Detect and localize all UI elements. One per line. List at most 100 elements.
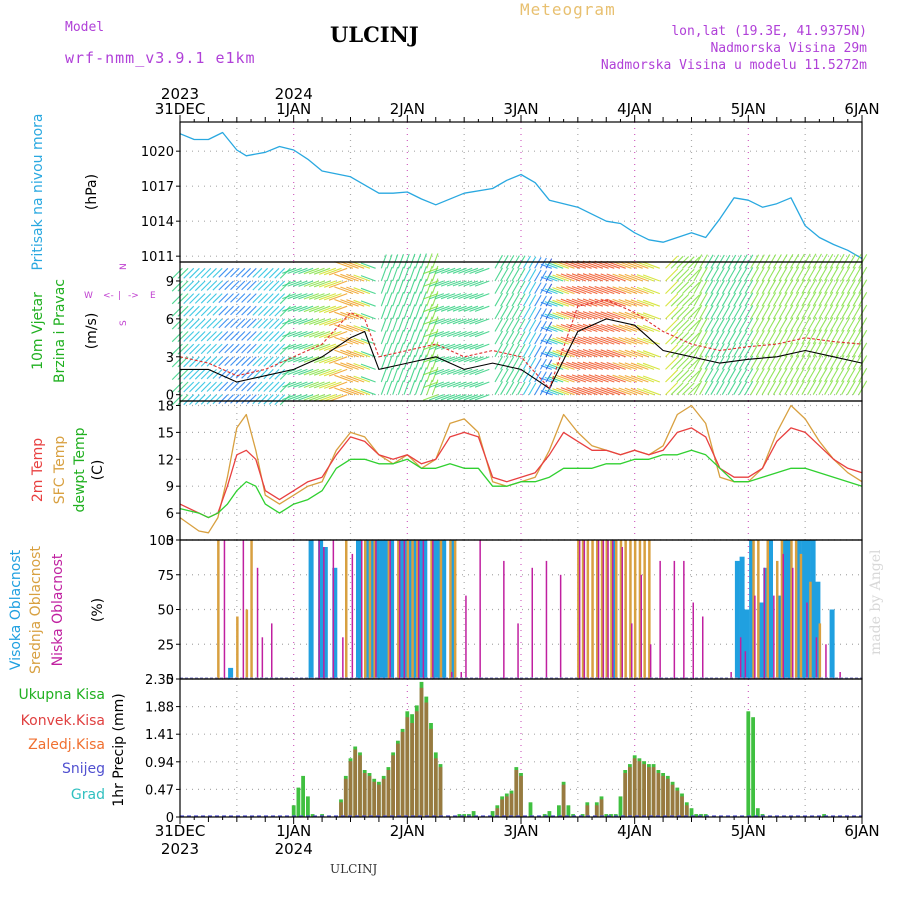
y-tick-label: 1.88 [145, 701, 174, 716]
wind-arrow [818, 329, 828, 345]
wind-arrow [710, 279, 720, 294]
convective-rain-bar [367, 775, 372, 817]
high-cloud-bar [777, 595, 783, 679]
wind-arrow [500, 292, 509, 307]
wind-arrow [423, 330, 439, 338]
wind-arrow [206, 267, 217, 279]
wind-arrow [566, 349, 587, 358]
wind-arrow [676, 369, 690, 383]
wind-arrow [588, 361, 609, 370]
wind-arrow [429, 280, 444, 287]
wind-arrow [246, 318, 257, 329]
wind-arrow [392, 355, 399, 370]
wind-arrow [704, 355, 714, 370]
wind-arrow [279, 369, 291, 380]
legend-precip-unit: 1hr Precip (mm) [111, 693, 127, 806]
wind-arrow [577, 374, 598, 383]
wind-arrow [434, 394, 450, 401]
wind-arrow [772, 266, 782, 282]
wind-arrow [414, 354, 422, 370]
wind-arrow [386, 317, 393, 332]
mid-cloud-bar [411, 540, 414, 679]
wind-arrow [206, 318, 217, 329]
wind-arrow [761, 380, 771, 395]
wind-arrow [303, 368, 319, 376]
wind-arrow [801, 354, 811, 370]
convective-rain-bar [377, 784, 381, 817]
wind-arrow [744, 279, 754, 294]
wind-arrow [230, 331, 240, 341]
convective-rain-bar [642, 764, 646, 817]
wind-arrow [761, 317, 771, 332]
wind-arrow [571, 285, 592, 295]
wind-arrow [556, 324, 575, 333]
wind-arrow [552, 388, 569, 396]
wind-arrow [257, 305, 268, 316]
wind-arrow [539, 283, 547, 294]
wind-arrow [313, 318, 331, 326]
wind-arrow [846, 380, 856, 395]
wind-arrow [500, 267, 509, 282]
wind-arrow [218, 305, 229, 316]
wind-arrow [212, 293, 223, 304]
wind-arrow [795, 291, 805, 307]
wind-arrow [522, 318, 531, 332]
wind-arrow [824, 342, 834, 358]
convective-rain-bar [599, 799, 604, 817]
mid-cloud-bar [453, 540, 457, 679]
convective-rain-bar [438, 767, 443, 817]
wind-arrow [505, 318, 515, 332]
wind-arrow [308, 280, 325, 288]
wind-arrow [594, 311, 615, 320]
low-cloud-bar [578, 540, 581, 679]
wind-arrow [670, 319, 684, 332]
wind-arrow [434, 267, 450, 275]
y-tick-label: 3 [166, 351, 174, 366]
wind-arrow [801, 304, 811, 320]
wind-arrow [733, 292, 742, 307]
coords-label: lon,lat (19.3E, 41.9375N) [671, 24, 867, 39]
wind-arrow [522, 281, 531, 294]
wind-arrow [230, 394, 240, 404]
high-cloud-bar [744, 609, 750, 679]
wind-arrow [835, 304, 845, 320]
wind-arrow [682, 332, 695, 345]
wind-arrow [552, 312, 569, 320]
wind-arrow [298, 318, 314, 325]
wind-arrow [744, 267, 754, 282]
wind-arrow [323, 293, 342, 301]
wind-arrow [665, 356, 679, 370]
wind-arrow [308, 293, 325, 300]
wind-arrow [334, 298, 354, 307]
wind-arrow [552, 261, 569, 269]
wind-arrow [353, 388, 371, 396]
wind-arrow [835, 291, 845, 307]
wind-arrow [517, 268, 526, 282]
high-cloud-bar [412, 540, 418, 679]
wind-arrow [279, 293, 291, 305]
legend-wind-sub: Brzina i Pravac [52, 279, 68, 383]
wind-arrow [750, 380, 760, 395]
wind-arrow [642, 375, 660, 383]
wind-arrow [511, 280, 520, 294]
wind-arrow [556, 349, 575, 358]
wind-arrow [738, 355, 748, 370]
wind-arrow [346, 374, 365, 383]
wind-arrow [218, 280, 229, 291]
wind-arrow [224, 267, 234, 278]
y-tick-label: 18 [157, 399, 174, 414]
wind-arrow [750, 317, 760, 332]
wind-arrow [230, 356, 240, 366]
total-rain-bar [462, 814, 467, 817]
wind-arrow [846, 291, 856, 307]
wind-arrow [534, 320, 542, 332]
wind-arrow [263, 280, 274, 291]
wind-arrow [852, 254, 862, 269]
day-label-top: 3JAN [503, 100, 538, 118]
wind-arrow [500, 368, 509, 383]
wind-arrow [548, 338, 564, 345]
convective-rain-bar [348, 761, 353, 817]
wind-arrow [235, 267, 246, 278]
mid-cloud-bar [345, 540, 348, 679]
wind-arrow [340, 362, 359, 370]
